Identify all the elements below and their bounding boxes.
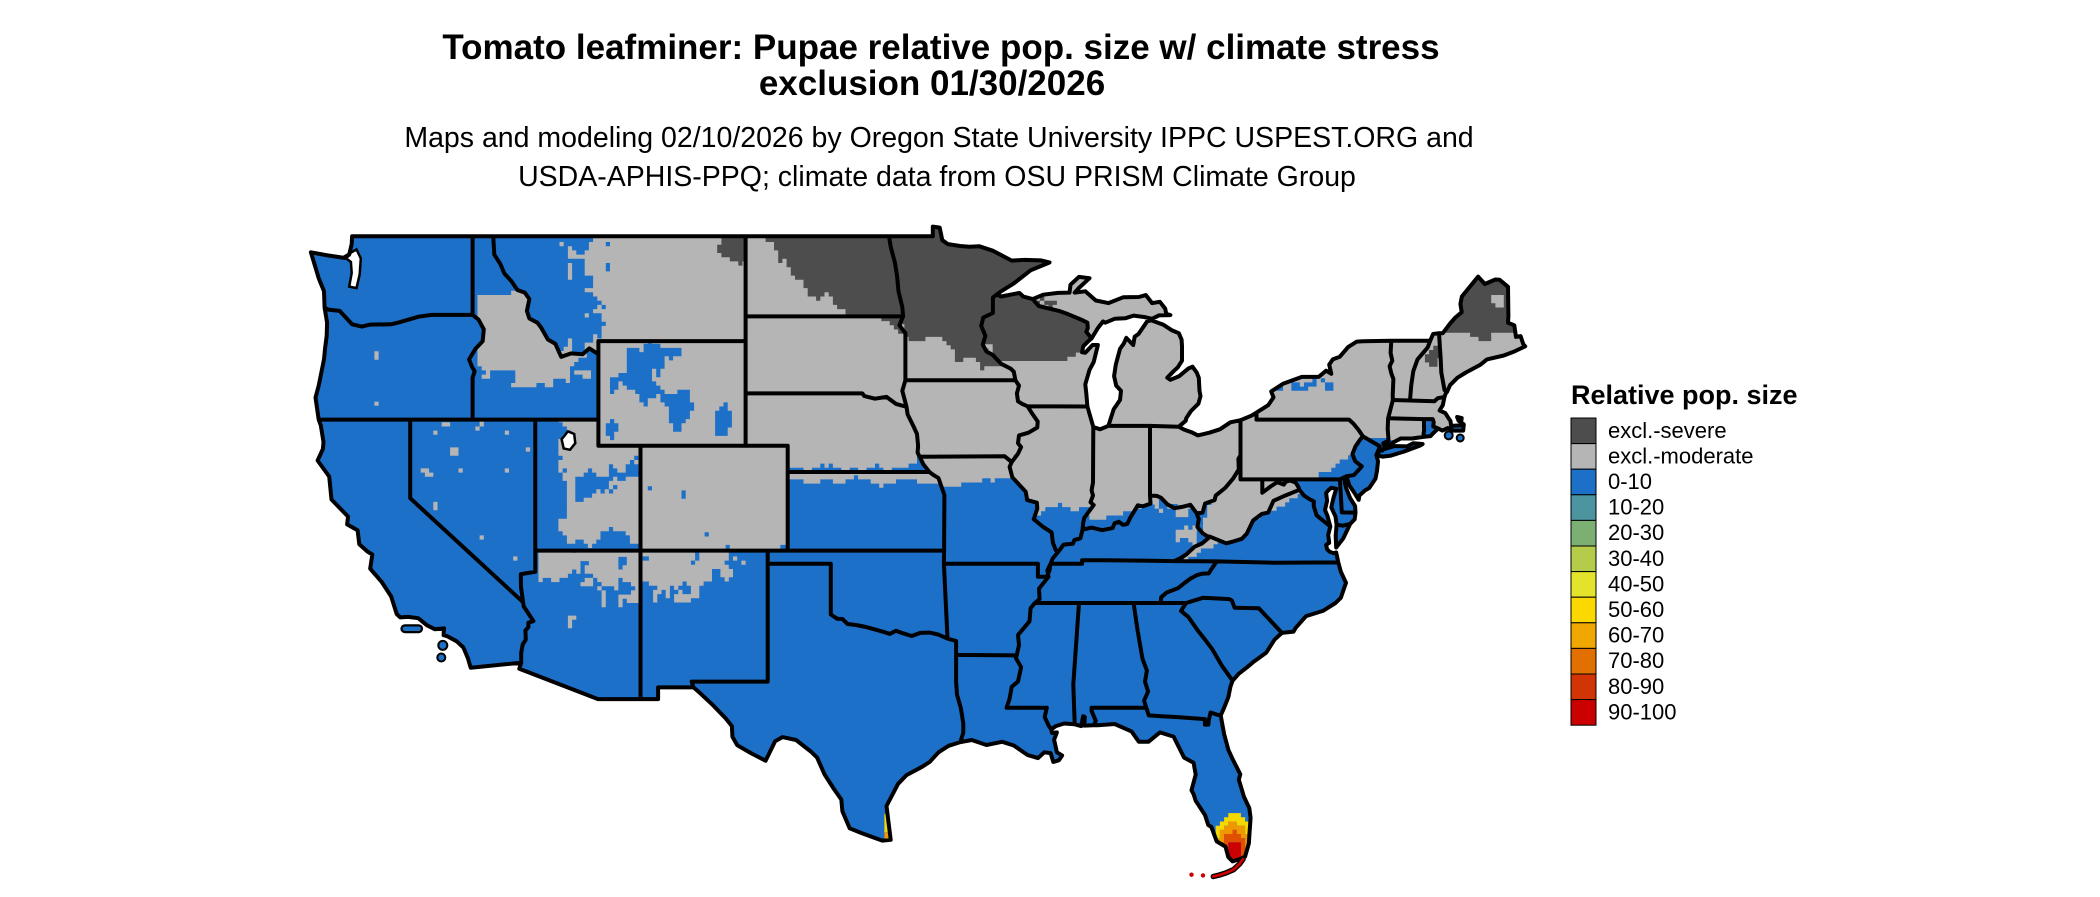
svg-text:30-40: 30-40 [1608, 546, 1664, 571]
svg-text:60-70: 60-70 [1608, 623, 1664, 648]
svg-text:90-100: 90-100 [1608, 699, 1677, 724]
svg-text:70-80: 70-80 [1608, 648, 1664, 673]
svg-text:USDA-APHIS-PPQ; climate data f: USDA-APHIS-PPQ; climate data from OSU PR… [518, 161, 1356, 193]
svg-text:20-30: 20-30 [1608, 520, 1664, 545]
svg-text:Maps and modeling 02/10/2026 b: Maps and modeling 02/10/2026 by Oregon S… [404, 122, 1473, 154]
svg-text:excl.-moderate: excl.-moderate [1608, 443, 1754, 468]
svg-text:Relative pop. size: Relative pop. size [1571, 380, 1798, 410]
svg-text:80-90: 80-90 [1608, 674, 1664, 699]
svg-text:50-60: 50-60 [1608, 597, 1664, 622]
svg-text:10-20: 10-20 [1608, 495, 1664, 520]
svg-text:Tomato leafminer: Pupae relati: Tomato leafminer: Pupae relative pop. si… [442, 28, 1439, 67]
svg-text:0-10: 0-10 [1608, 469, 1652, 494]
svg-text:exclusion 01/30/2026: exclusion 01/30/2026 [759, 64, 1105, 103]
svg-text:40-50: 40-50 [1608, 571, 1664, 596]
svg-text:excl.-severe: excl.-severe [1608, 418, 1727, 443]
